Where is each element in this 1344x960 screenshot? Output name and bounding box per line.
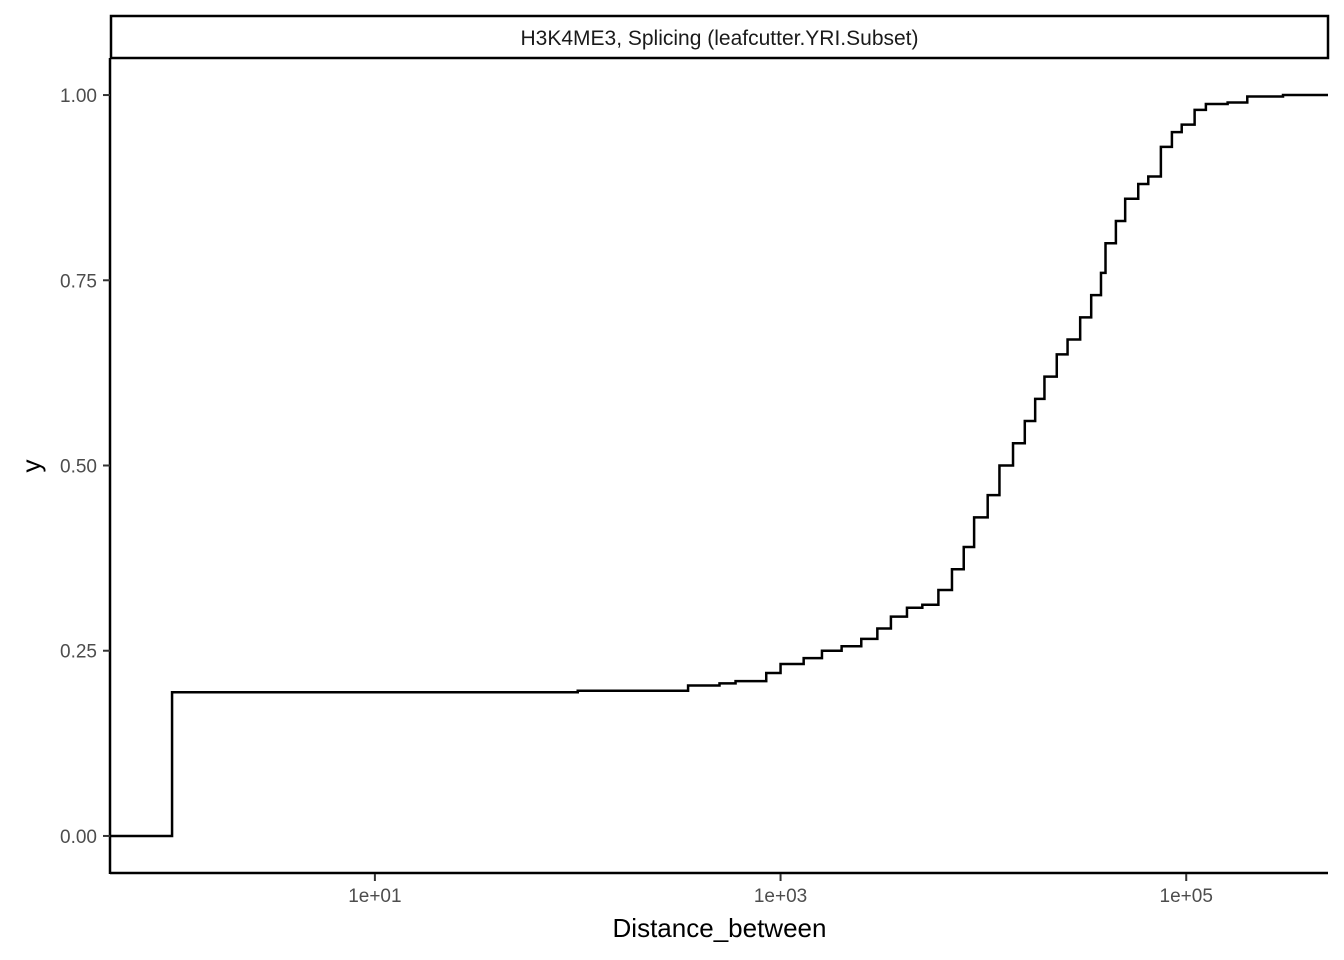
facet-strip-label: H3K4ME3, Splicing (leafcutter.YRI.Subset…	[520, 27, 918, 50]
y-tick-label: 1.00	[60, 86, 97, 107]
x-axis: 1e+01 1e+03 1e+05 Distance_between	[110, 871, 1328, 943]
facet-strip-box	[109, 14, 1330, 60]
y-tick-label: 0.75	[60, 271, 97, 292]
facet-strip: H3K4ME3, Splicing (leafcutter.YRI.Subset…	[109, 14, 1330, 60]
y-tick-label: 0.50	[60, 457, 97, 478]
x-tick-label: 1e+03	[754, 886, 807, 907]
y-axis-ticks: 0.00 0.25 0.50 0.75 1.00	[60, 86, 110, 848]
y-tick-label: 0.00	[60, 827, 97, 848]
x-axis-ticks: 1e+01 1e+03 1e+05	[348, 874, 1213, 907]
ecdf-step-line	[111, 93, 1328, 838]
y-tick-label: 0.25	[60, 642, 97, 663]
y-axis-title: y	[16, 460, 46, 473]
plot-panel	[111, 93, 1328, 838]
x-tick-label: 1e+01	[348, 886, 401, 907]
x-tick-label: 1e+05	[1160, 886, 1213, 907]
x-axis-title: Distance_between	[613, 913, 827, 943]
y-axis: 0.00 0.25 0.50 0.75 1.00 y	[16, 58, 112, 874]
